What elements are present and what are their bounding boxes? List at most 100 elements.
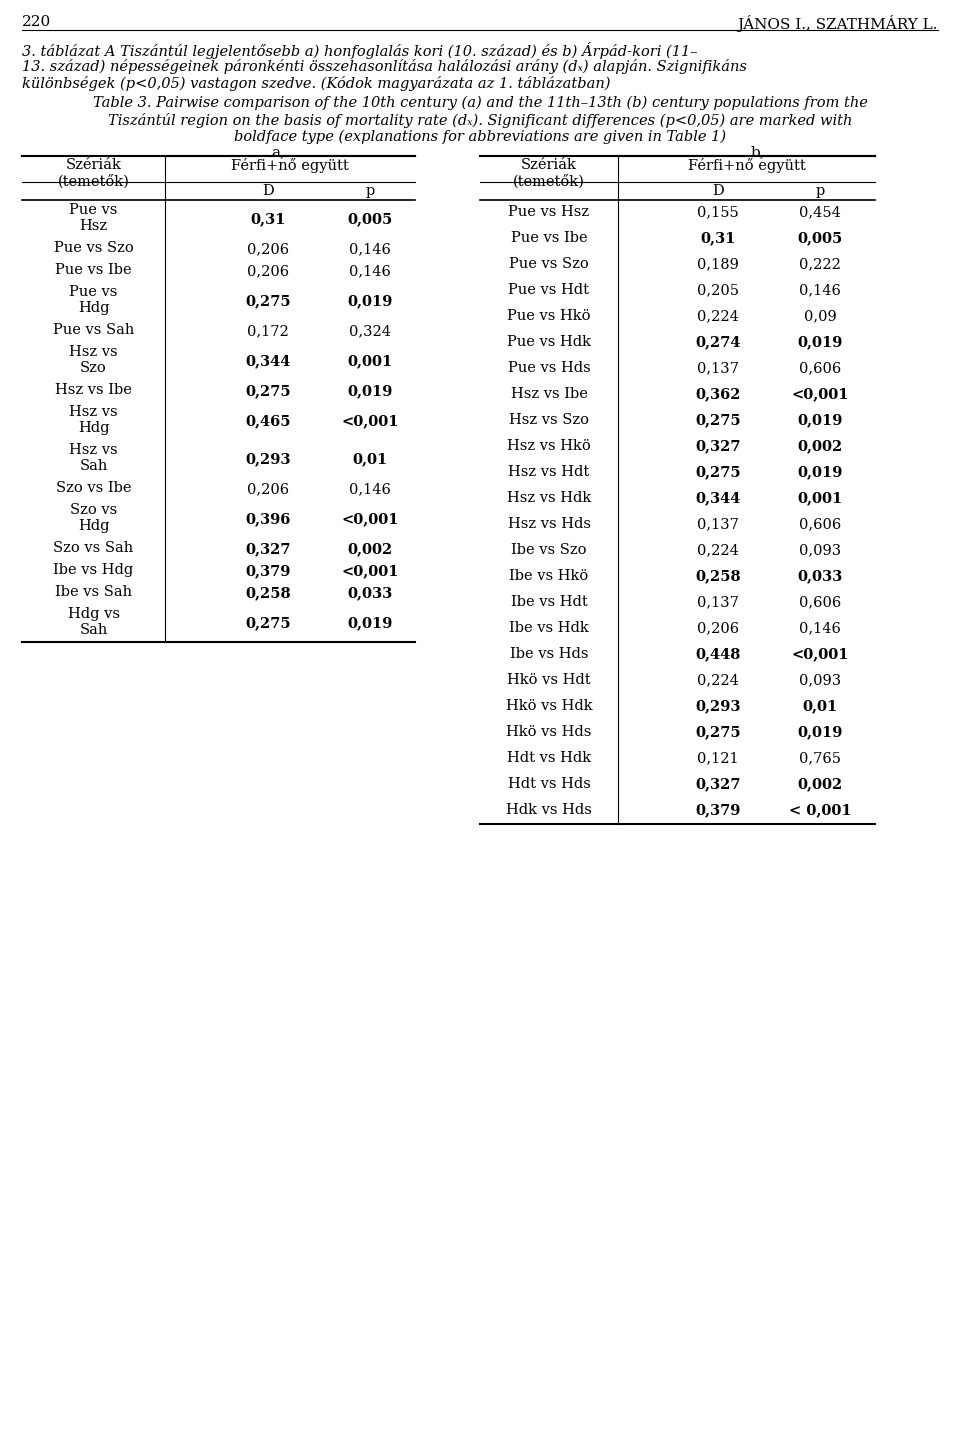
Text: 0,275: 0,275: [695, 413, 741, 427]
Text: 0,019: 0,019: [798, 465, 843, 479]
Text: 0,019: 0,019: [798, 725, 843, 738]
Text: 0,275: 0,275: [245, 384, 291, 398]
Text: 0,01: 0,01: [803, 699, 838, 712]
Text: Table 3. Pairwise comparison of the 10th century (a) and the 11th–13th (b) centu: Table 3. Pairwise comparison of the 10th…: [92, 96, 868, 110]
Text: 0,172: 0,172: [247, 324, 289, 337]
Text: 0,019: 0,019: [348, 294, 393, 308]
Text: Hdt vs Hds: Hdt vs Hds: [508, 778, 590, 791]
Text: Ibe vs Sah: Ibe vs Sah: [55, 585, 132, 599]
Text: 0,258: 0,258: [695, 569, 741, 584]
Text: Pue vs Szo: Pue vs Szo: [54, 240, 133, 255]
Text: 0,274: 0,274: [695, 334, 741, 349]
Text: a,: a,: [272, 145, 285, 159]
Text: 0,137: 0,137: [697, 361, 739, 375]
Text: Szériák
(temetők): Szériák (temetők): [513, 158, 585, 188]
Text: különbségek (p<0,05) vastagon szedve. (Kódok magyarázata az 1. táblázatban): különbségek (p<0,05) vastagon szedve. (K…: [22, 75, 611, 91]
Text: Pue vs Hsz: Pue vs Hsz: [509, 206, 589, 219]
Text: Hdg vs
Sah: Hdg vs Sah: [67, 607, 119, 637]
Text: 13. század) népességeinek páronkénti összehasonlítása halálozási arány (dₓ) alap: 13. század) népességeinek páronkénti öss…: [22, 59, 747, 74]
Text: 0,205: 0,205: [697, 282, 739, 297]
Text: 0,379: 0,379: [246, 565, 291, 578]
Text: Pue vs
Hsz: Pue vs Hsz: [69, 203, 118, 233]
Text: Pue vs Hdk: Pue vs Hdk: [507, 334, 591, 349]
Text: Hkö vs Hds: Hkö vs Hds: [506, 725, 591, 738]
Text: 0,275: 0,275: [695, 465, 741, 479]
Text: 0,224: 0,224: [697, 308, 739, 323]
Text: 0,275: 0,275: [695, 725, 741, 738]
Text: 0,327: 0,327: [245, 542, 291, 556]
Text: 0,137: 0,137: [697, 595, 739, 610]
Text: 0,606: 0,606: [799, 361, 841, 375]
Text: Hsz vs Ibe: Hsz vs Ibe: [511, 387, 588, 401]
Text: Ibe vs Hkö: Ibe vs Hkö: [510, 569, 588, 584]
Text: 0,275: 0,275: [245, 615, 291, 630]
Text: Ibe vs Hdk: Ibe vs Hdk: [509, 621, 588, 636]
Text: <0,001: <0,001: [791, 387, 849, 401]
Text: Ibe vs Szo: Ibe vs Szo: [512, 543, 587, 557]
Text: 0,146: 0,146: [349, 482, 391, 497]
Text: Szo vs Ibe: Szo vs Ibe: [56, 481, 132, 495]
Text: Hsz vs Szo: Hsz vs Szo: [509, 413, 589, 427]
Text: 0,344: 0,344: [246, 353, 291, 368]
Text: 0,206: 0,206: [247, 242, 289, 256]
Text: 3. táblázat A Tiszántúl legjelentősebb a) honfoglalás kori (10. század) és b) Ár: 3. táblázat A Tiszántúl legjelentősebb a…: [22, 42, 698, 59]
Text: < 0,001: < 0,001: [789, 804, 852, 817]
Text: 0,146: 0,146: [799, 282, 841, 297]
Text: Hkö vs Hdt: Hkö vs Hdt: [507, 673, 590, 686]
Text: 0,005: 0,005: [348, 211, 393, 226]
Text: 0,002: 0,002: [798, 439, 843, 453]
Text: Pue vs Ibe: Pue vs Ibe: [55, 264, 132, 277]
Text: Férfi+nő együtt: Férfi+nő együtt: [687, 158, 805, 172]
Text: Férfi+nő együtt: Férfi+nő együtt: [231, 158, 348, 172]
Text: 0,019: 0,019: [798, 334, 843, 349]
Text: 0,001: 0,001: [798, 491, 843, 505]
Text: p: p: [815, 184, 825, 198]
Text: boldface type (explanations for abbreviations are given in Table 1): boldface type (explanations for abbrevia…: [234, 130, 726, 145]
Text: Hsz vs Hdk: Hsz vs Hdk: [507, 491, 591, 505]
Text: 0,31: 0,31: [700, 232, 735, 245]
Text: 0,019: 0,019: [348, 384, 393, 398]
Text: Hdt vs Hdk: Hdt vs Hdk: [507, 752, 591, 765]
Text: 0,137: 0,137: [697, 517, 739, 531]
Text: Hsz vs Hkö: Hsz vs Hkö: [507, 439, 590, 453]
Text: 0,222: 0,222: [799, 256, 841, 271]
Text: Hsz vs
Szo: Hsz vs Szo: [69, 345, 118, 375]
Text: 0,001: 0,001: [348, 353, 393, 368]
Text: Szo vs Sah: Szo vs Sah: [54, 542, 133, 555]
Text: 0,206: 0,206: [247, 482, 289, 497]
Text: <0,001: <0,001: [791, 647, 849, 660]
Text: 0,327: 0,327: [695, 778, 741, 791]
Text: Pue vs Ibe: Pue vs Ibe: [511, 232, 588, 245]
Text: 0,206: 0,206: [247, 264, 289, 278]
Text: 0,033: 0,033: [348, 586, 393, 599]
Text: D: D: [712, 184, 724, 198]
Text: 0,093: 0,093: [799, 673, 841, 686]
Text: 0,093: 0,093: [799, 543, 841, 557]
Text: Pue vs Hdt: Pue vs Hdt: [509, 282, 589, 297]
Text: p: p: [366, 184, 374, 198]
Text: 0,033: 0,033: [798, 569, 843, 584]
Text: 0,396: 0,396: [246, 513, 291, 526]
Text: 0,379: 0,379: [695, 804, 741, 817]
Text: 0,293: 0,293: [695, 699, 741, 712]
Text: 0,448: 0,448: [695, 647, 741, 660]
Text: Hdk vs Hds: Hdk vs Hds: [506, 804, 592, 817]
Text: Hsz vs Hds: Hsz vs Hds: [508, 517, 590, 531]
Text: <0,001: <0,001: [341, 414, 398, 429]
Text: 0,765: 0,765: [799, 752, 841, 765]
Text: 0,189: 0,189: [697, 256, 739, 271]
Text: Szo vs
Hdg: Szo vs Hdg: [70, 502, 117, 533]
Text: <0,001: <0,001: [341, 513, 398, 526]
Text: 0,344: 0,344: [695, 491, 741, 505]
Text: 0,224: 0,224: [697, 673, 739, 686]
Text: 0,002: 0,002: [348, 542, 393, 556]
Text: Hsz vs
Sah: Hsz vs Sah: [69, 443, 118, 473]
Text: D: D: [262, 184, 274, 198]
Text: Hsz vs Hdt: Hsz vs Hdt: [509, 465, 589, 479]
Text: Hsz vs Ibe: Hsz vs Ibe: [55, 384, 132, 397]
Text: Pue vs Szo: Pue vs Szo: [509, 256, 588, 271]
Text: 0,606: 0,606: [799, 595, 841, 610]
Text: 0,31: 0,31: [251, 211, 286, 226]
Text: Hsz vs
Hdg: Hsz vs Hdg: [69, 405, 118, 436]
Text: Pue vs
Hdg: Pue vs Hdg: [69, 285, 118, 316]
